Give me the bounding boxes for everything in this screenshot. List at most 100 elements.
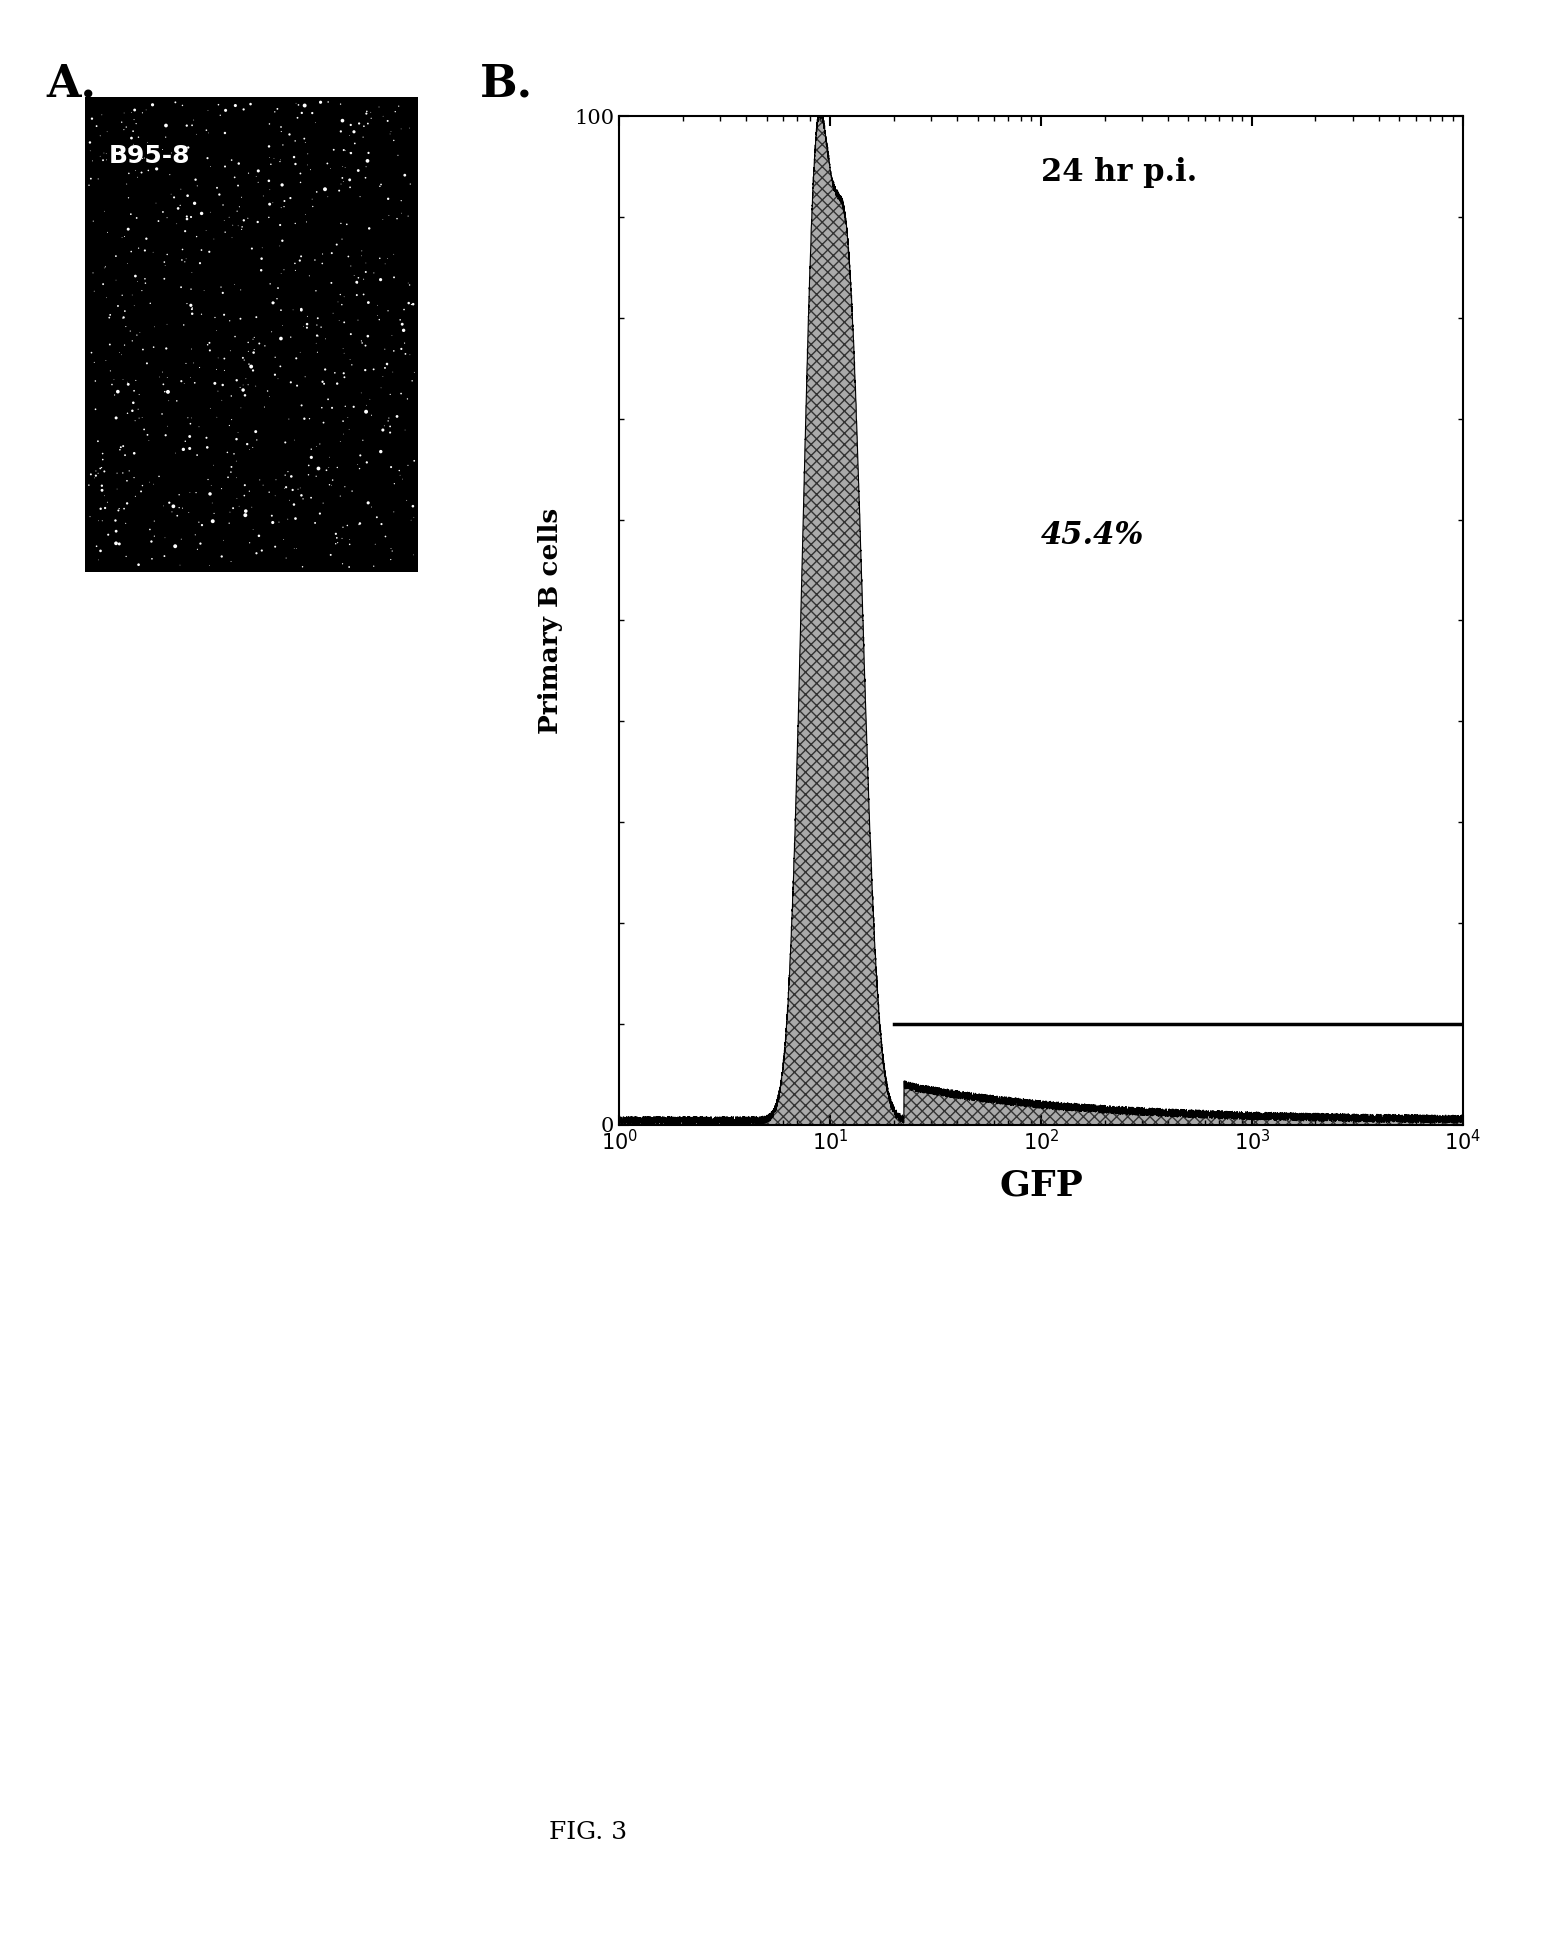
Point xyxy=(392,159,416,190)
Point xyxy=(351,264,376,295)
Point xyxy=(130,469,155,500)
Point xyxy=(348,378,373,409)
Point xyxy=(314,456,339,487)
Point xyxy=(356,320,381,351)
Point xyxy=(307,429,331,460)
Point xyxy=(159,138,184,169)
Point xyxy=(189,510,214,541)
Point xyxy=(382,467,407,498)
Point xyxy=(220,403,245,434)
Point xyxy=(353,248,378,279)
Point xyxy=(305,176,330,207)
Point xyxy=(119,237,144,268)
Point xyxy=(124,202,149,233)
Point xyxy=(125,161,150,192)
Point xyxy=(212,118,237,149)
Point xyxy=(176,132,201,163)
Point xyxy=(77,500,102,531)
Point xyxy=(375,242,399,273)
Point xyxy=(376,405,401,436)
Point xyxy=(260,287,285,318)
Point xyxy=(122,405,147,436)
Point xyxy=(293,122,317,153)
Point xyxy=(334,510,359,541)
Point xyxy=(237,349,262,380)
Point xyxy=(135,419,159,450)
Point xyxy=(305,337,330,368)
Point xyxy=(398,270,423,301)
Point xyxy=(262,287,286,318)
Point xyxy=(317,469,342,500)
Point xyxy=(313,175,337,206)
Point xyxy=(178,363,203,394)
Point xyxy=(141,332,166,363)
Point xyxy=(348,326,373,357)
Point xyxy=(229,213,254,244)
Point xyxy=(379,452,404,483)
Point xyxy=(378,545,402,576)
Point xyxy=(345,279,370,310)
Point xyxy=(297,260,322,291)
Point xyxy=(361,353,385,384)
Point xyxy=(163,531,187,562)
Point xyxy=(333,136,358,167)
Point xyxy=(152,541,176,572)
Point xyxy=(175,204,200,235)
Point xyxy=(353,163,378,194)
Point xyxy=(268,143,293,175)
Point xyxy=(161,182,186,213)
Point xyxy=(316,452,341,483)
Point xyxy=(395,384,420,415)
Point xyxy=(289,240,314,271)
Point xyxy=(269,169,294,200)
Point xyxy=(337,413,362,444)
Point xyxy=(319,268,344,299)
Point xyxy=(331,306,356,337)
Point xyxy=(194,423,218,454)
Point xyxy=(381,124,406,155)
Point xyxy=(307,320,331,351)
Point xyxy=(184,171,209,202)
Point xyxy=(203,368,228,399)
Point xyxy=(327,175,351,206)
Point xyxy=(282,489,307,520)
Point xyxy=(353,355,378,386)
Point xyxy=(194,114,218,145)
Point xyxy=(381,335,406,366)
Point xyxy=(331,167,356,198)
Point xyxy=(115,248,139,279)
Point xyxy=(322,134,347,165)
Point xyxy=(194,215,218,246)
Point xyxy=(305,430,330,461)
Point xyxy=(163,87,187,118)
Point xyxy=(245,425,269,456)
Point xyxy=(91,481,116,512)
Point xyxy=(85,427,110,458)
Point xyxy=(206,343,231,374)
Point xyxy=(283,207,308,238)
Point xyxy=(111,114,136,145)
Point xyxy=(153,122,178,153)
Point xyxy=(204,316,229,347)
Point xyxy=(271,130,296,161)
Point xyxy=(96,520,121,551)
Point xyxy=(221,438,246,469)
Point xyxy=(381,238,406,270)
Text: FIG. 3: FIG. 3 xyxy=(550,1821,627,1844)
Point xyxy=(345,155,370,186)
Point xyxy=(265,283,289,314)
Point xyxy=(342,260,367,291)
Point xyxy=(279,182,303,213)
Point xyxy=(372,411,396,442)
Point xyxy=(220,209,245,240)
Point xyxy=(93,493,118,524)
Point xyxy=(104,504,128,535)
Point xyxy=(183,165,207,196)
Point xyxy=(337,524,362,555)
Point xyxy=(88,535,113,566)
Point xyxy=(305,310,330,341)
Point xyxy=(354,390,379,421)
Point xyxy=(376,295,401,326)
Point xyxy=(330,105,354,136)
Point xyxy=(94,116,119,147)
